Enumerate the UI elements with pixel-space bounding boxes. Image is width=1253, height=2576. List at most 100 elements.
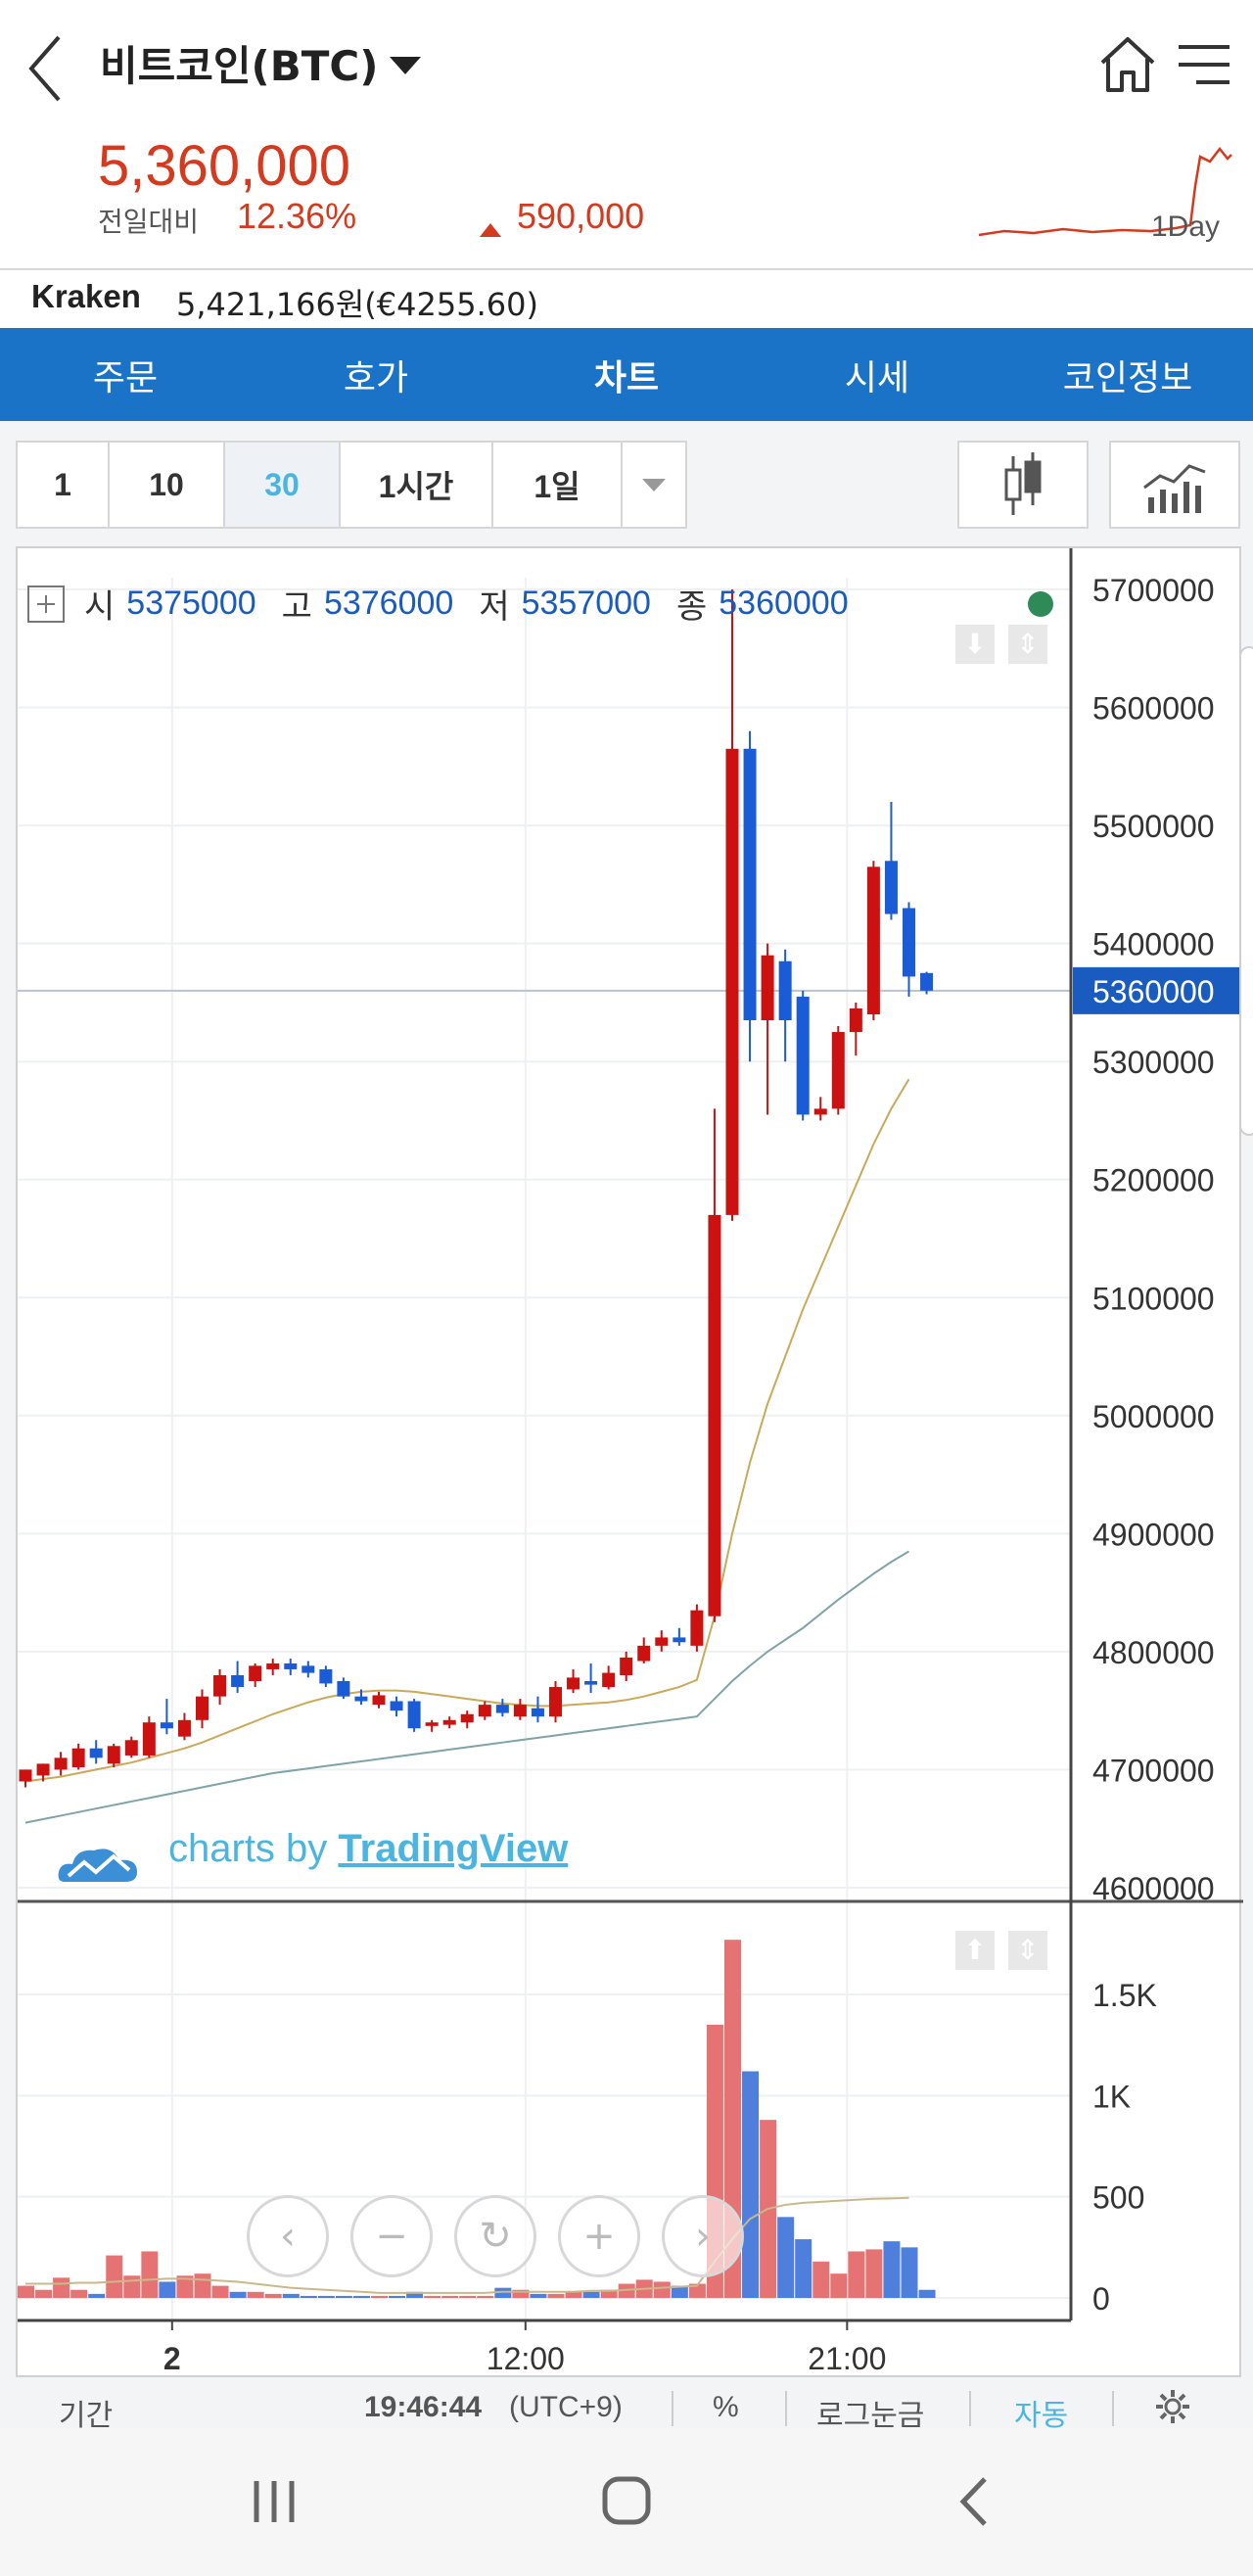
volume-bar [282, 2293, 300, 2298]
last-price-label: 5360000 [1092, 974, 1215, 1009]
volume-bar [389, 2295, 406, 2298]
interval-10m[interactable]: 10 [110, 443, 225, 527]
tab-quotes[interactable]: 시세 [844, 357, 910, 398]
volume-bar [671, 2285, 688, 2298]
auto-scale-button[interactable]: 자동 [1014, 2400, 1069, 2432]
ohlc-high-value: 5376000 [323, 585, 454, 622]
volume-tick-label: 1K [1092, 2079, 1131, 2114]
back-chevron-icon[interactable] [22, 29, 70, 108]
volume-bar [106, 2255, 123, 2298]
candle-body [708, 1214, 721, 1616]
chart-panel[interactable]: 4600000 4700000 4800000 4900000 5000000 51000… [16, 546, 1243, 2379]
volume-bar [600, 2289, 618, 2298]
price-tick-label: 5700000 [1092, 573, 1215, 608]
zoom-out-button[interactable]: − [350, 2195, 433, 2277]
candle-body [177, 1719, 191, 1737]
volume-bar [812, 2261, 830, 2298]
pane-maximize-icon[interactable]: ⇕ [1008, 625, 1047, 664]
period-button[interactable]: 기간 [59, 2400, 114, 2432]
page-title[interactable]: 비트코인(BTC) [100, 42, 379, 90]
interval-dropdown[interactable] [623, 443, 685, 527]
candle-body [584, 1681, 598, 1685]
volume-bar [830, 2273, 848, 2298]
ohlc-close-label: 종 [675, 588, 708, 626]
volume-bar [88, 2293, 106, 2298]
candle-body [337, 1681, 350, 1697]
candle-body [620, 1657, 633, 1675]
volume-bar [123, 2275, 141, 2298]
tab-orderbook[interactable]: 호가 [343, 357, 409, 398]
coin-dropdown-caret-icon[interactable] [390, 57, 421, 74]
candle-body [19, 1769, 32, 1782]
interval-30m[interactable]: 30 [225, 443, 341, 527]
tradingview-credit: charts by TradingView [168, 1827, 568, 1871]
tradingview-link[interactable]: TradingView [338, 1827, 569, 1870]
main-tabs: 주문 호가 차트 시세 코인정보 [0, 328, 1253, 421]
hamburger-menu-icon[interactable] [1175, 39, 1233, 90]
side-drawer-handle[interactable] [1239, 646, 1253, 1136]
volume-bar [547, 2293, 565, 2298]
price-tick-label: 4700000 [1092, 1753, 1215, 1788]
candle-body [549, 1687, 562, 1717]
candle-body [196, 1696, 209, 1720]
tab-order[interactable]: 주문 [92, 357, 159, 398]
mini-day-chart[interactable] [975, 137, 1233, 255]
log-scale-button[interactable]: 로그눈금 [816, 2400, 925, 2432]
price-tick-label: 4800000 [1092, 1635, 1215, 1670]
volume-bar [865, 2249, 883, 2298]
credit-prefix: charts by [168, 1827, 328, 1870]
candle-body [107, 1746, 120, 1764]
volume-tick-label: 1.5K [1092, 1978, 1157, 2013]
volume-bar [901, 2247, 918, 2298]
pane-move-down-icon[interactable]: ⬇ [955, 625, 995, 664]
candle-body [407, 1701, 421, 1729]
change-percent: 12.36% [237, 196, 357, 236]
price-tick-label: 4900000 [1092, 1517, 1215, 1552]
clock-timezone[interactable]: (UTC+9) [509, 2391, 623, 2423]
interval-1h[interactable]: 1시간 [341, 443, 493, 527]
volume-bar [512, 2289, 530, 2298]
volume-bar [441, 2295, 459, 2298]
scroll-left-button[interactable]: ‹ [247, 2195, 329, 2277]
candle-body [71, 1748, 85, 1767]
volume-bar [176, 2275, 194, 2298]
volume-bar [300, 2295, 317, 2298]
chart-type-button[interactable] [957, 441, 1089, 529]
candle-body [884, 861, 898, 914]
volume-bar [477, 2295, 494, 2298]
price-chart-svg[interactable]: 4600000470000048000004900000500000051000… [18, 548, 1243, 2379]
percent-scale-button[interactable]: % [713, 2391, 739, 2423]
pane-maximize-volume-icon[interactable]: ⇕ [1008, 1931, 1047, 1970]
time-tick-label: 21:00 [808, 2341, 886, 2376]
volume-bar [406, 2291, 424, 2298]
candle-body [602, 1672, 616, 1688]
volume-bar [211, 2285, 229, 2298]
ohlc-open-value: 5375000 [126, 585, 256, 622]
volume-bar [618, 2283, 635, 2298]
back-nav-icon[interactable] [938, 2467, 1016, 2536]
volume-bar [70, 2289, 88, 2298]
tab-coin-info[interactable]: 코인정보 [1062, 357, 1193, 398]
connection-status-dot [1028, 591, 1053, 617]
expand-plus-icon[interactable] [27, 585, 65, 623]
tab-chart[interactable]: 차트 [593, 357, 660, 398]
volume-bar [777, 2217, 795, 2298]
candle-body [160, 1722, 173, 1729]
volume-bar [53, 2277, 70, 2298]
settings-gear-icon[interactable] [1153, 2387, 1192, 2426]
home-nav-icon[interactable] [587, 2467, 666, 2536]
recent-apps-icon[interactable] [235, 2467, 313, 2536]
zoom-in-button[interactable]: + [558, 2195, 640, 2277]
scroll-right-button[interactable]: › [662, 2195, 744, 2277]
interval-1m[interactable]: 1 [18, 443, 110, 527]
interval-1d[interactable]: 1일 [493, 443, 623, 527]
chart-bottom-toolbar: 기간 19:46:44 (UTC+9) % 로그눈금 자동 [16, 2377, 1241, 2438]
home-icon[interactable] [1096, 33, 1159, 96]
last-price-tag [1073, 966, 1241, 1014]
indicator-button[interactable] [1109, 441, 1240, 529]
time-tick-label: 12:00 [487, 2341, 565, 2376]
pane-move-up-icon[interactable]: ⬆ [955, 1931, 995, 1970]
reset-chart-button[interactable]: ↻ [454, 2195, 536, 2277]
ma-short-line [24, 1078, 910, 1783]
price-tick-label: 5000000 [1092, 1399, 1215, 1434]
